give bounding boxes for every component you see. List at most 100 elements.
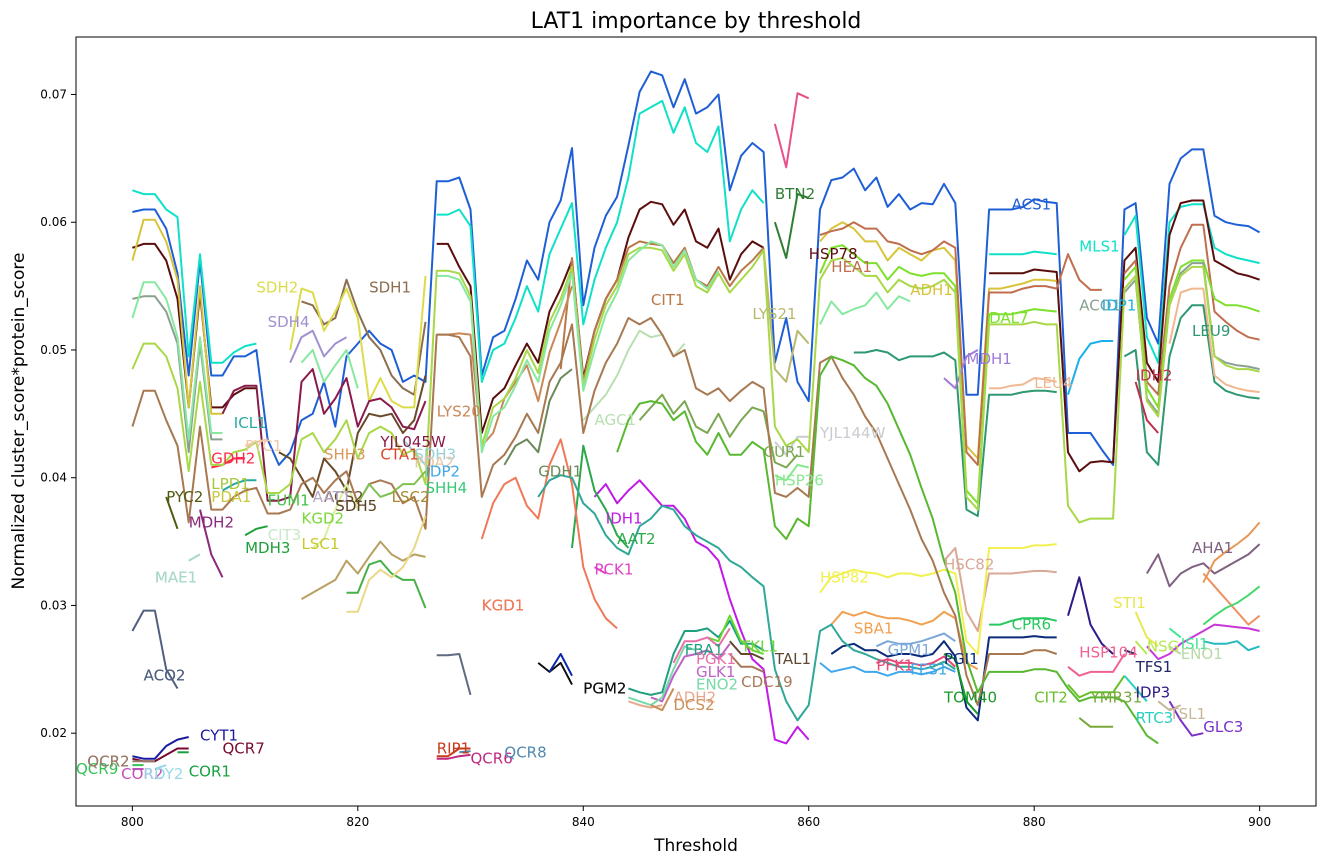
series-line <box>819 662 956 677</box>
series-line <box>289 329 347 364</box>
series-label: AGC1 <box>595 411 637 429</box>
series-label: AAT2 <box>617 530 655 548</box>
x-tick-label: 820 <box>346 815 369 829</box>
series-label: LEU9 <box>1192 322 1230 340</box>
series-line <box>1134 381 1159 434</box>
series-line <box>188 553 201 562</box>
series-line <box>1203 640 1260 652</box>
series-label: KGD2 <box>302 510 345 528</box>
x-axis: 800 820 840 860 880 900 <box>121 806 1271 829</box>
series-label: KGD1 <box>482 596 525 614</box>
series-line <box>762 247 810 383</box>
series-label: PFK1 <box>876 657 913 675</box>
series-label: RTC3 <box>1136 709 1174 727</box>
series-line <box>436 653 472 696</box>
series-label: MAE1 <box>155 568 197 586</box>
series-label: PDA2 <box>414 453 454 471</box>
series-label: SHH3 <box>324 446 366 464</box>
series-label: ADH2 <box>674 688 717 706</box>
series-label: LYS21 <box>752 305 796 323</box>
series-label-layer: ACS1 MLS1 HSP78 SDH1 SDH2 SDH4 ADH1 BTN2 HEA1 DAL… <box>76 185 1243 783</box>
series-line <box>131 240 911 454</box>
series-label: TFS1 <box>1135 658 1173 676</box>
series-label: CIT1 <box>651 291 685 309</box>
series-label: QCR9 <box>76 760 118 778</box>
series-label: IDP3 <box>1136 683 1171 701</box>
series-line <box>774 463 809 482</box>
series-line <box>616 355 1159 745</box>
series-label: LPD1 <box>211 475 250 493</box>
series-line <box>1168 627 1182 639</box>
series-label: QCR8 <box>504 743 546 761</box>
series-line <box>131 246 1260 524</box>
series-label: DCS2 <box>674 696 715 714</box>
series-label: MDH2 <box>189 513 234 531</box>
series-line <box>301 540 426 600</box>
series-line <box>1067 576 1114 655</box>
series-line <box>1202 521 1261 583</box>
series-line <box>1067 653 1126 677</box>
series-label: PGI1 <box>944 650 979 668</box>
series-label: PCK1 <box>595 561 634 579</box>
series-label: ACO2 <box>144 667 186 685</box>
series-label: ENO2 <box>696 676 738 694</box>
series-label: MDH1 <box>967 350 1012 368</box>
series-label: BTN2 <box>775 185 815 203</box>
series-line <box>346 515 427 613</box>
series-label: LEU4 <box>1034 374 1072 392</box>
series-label: HSP104 <box>1079 644 1137 662</box>
series-line <box>131 218 1057 460</box>
series-line <box>638 393 799 469</box>
series-line <box>132 99 1260 383</box>
series-label: GDH2 <box>211 450 255 468</box>
series-label: CYT1 <box>200 727 238 745</box>
series-label: SBA1 <box>854 619 894 637</box>
series-line <box>356 470 427 504</box>
series-line <box>876 655 956 668</box>
series-label: ACO1 <box>1079 296 1121 314</box>
series-line <box>729 640 765 661</box>
y-tick-label: 0.06 <box>40 215 67 229</box>
series-line <box>650 688 675 712</box>
series-label: PGK1 <box>696 650 736 668</box>
series-line <box>131 317 1058 707</box>
series-line <box>819 543 1057 655</box>
series-line <box>706 614 764 655</box>
series-label: QCR6 <box>471 750 513 768</box>
series-line <box>1168 700 1204 737</box>
series-label: LSC2 <box>392 488 430 506</box>
series-layer <box>131 70 1261 770</box>
series-label: YMR31 <box>1090 688 1143 706</box>
series-label: SDH5 <box>335 497 377 515</box>
series-label: CTA1 <box>380 446 418 464</box>
series-line <box>436 747 471 758</box>
series-label: TSL1 <box>1169 705 1207 723</box>
series-label: PYC1 <box>245 437 282 455</box>
series-line <box>537 474 956 722</box>
series-line <box>278 375 427 498</box>
series-label: PGM2 <box>583 680 626 698</box>
series-line <box>221 368 427 502</box>
series-line <box>222 479 257 492</box>
series-label: RDY2 <box>144 765 184 783</box>
series-label: KGD1 <box>482 596 525 614</box>
series-label: FBA1 <box>685 641 724 659</box>
series-line <box>1124 649 1136 655</box>
series-label: SDH2 <box>256 278 298 296</box>
series-line <box>132 70 1261 466</box>
series-line <box>943 547 1057 632</box>
series-label: SDH1 <box>369 278 411 296</box>
series-label: PYC2 <box>166 488 203 506</box>
series-line <box>199 509 224 578</box>
series-line <box>1146 543 1261 588</box>
x-tick-label: 860 <box>797 815 820 829</box>
series-label: ICL1 <box>234 414 267 432</box>
series-label: QCR2 <box>87 752 129 770</box>
series-label: PDA1 <box>211 488 251 506</box>
series-label: HSP26 <box>775 471 824 489</box>
series-line <box>312 483 359 549</box>
series-label: YJL144W <box>819 424 886 442</box>
series-label: IDH1 <box>606 510 643 528</box>
series-label: PGM2 <box>583 680 626 698</box>
